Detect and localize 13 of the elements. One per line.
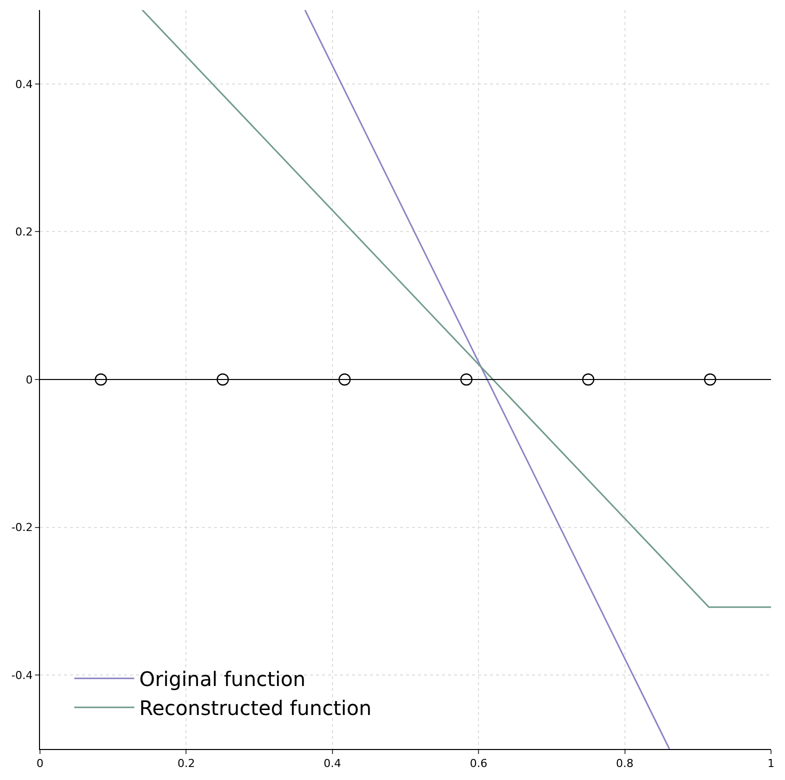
x-tick-label: 1 bbox=[768, 757, 774, 770]
x-tick-label: 0.4 bbox=[324, 757, 342, 770]
x-tick-label: 0.6 bbox=[470, 757, 488, 770]
legend-label: Original function bbox=[139, 667, 306, 692]
x-tick-label: 0 bbox=[36, 757, 44, 770]
y-tick-label: 0 bbox=[26, 373, 33, 386]
legend-label: Reconstructed function bbox=[139, 696, 372, 720]
y-tick-label: -0.4 bbox=[11, 668, 33, 682]
y-tick-label: -0.2 bbox=[11, 521, 33, 534]
y-tick-label: 0.4 bbox=[15, 78, 33, 91]
x-tick-label: 0.8 bbox=[616, 757, 634, 770]
y-tick-label: 0.2 bbox=[15, 226, 33, 239]
x-tick-label: 0.2 bbox=[177, 757, 195, 770]
